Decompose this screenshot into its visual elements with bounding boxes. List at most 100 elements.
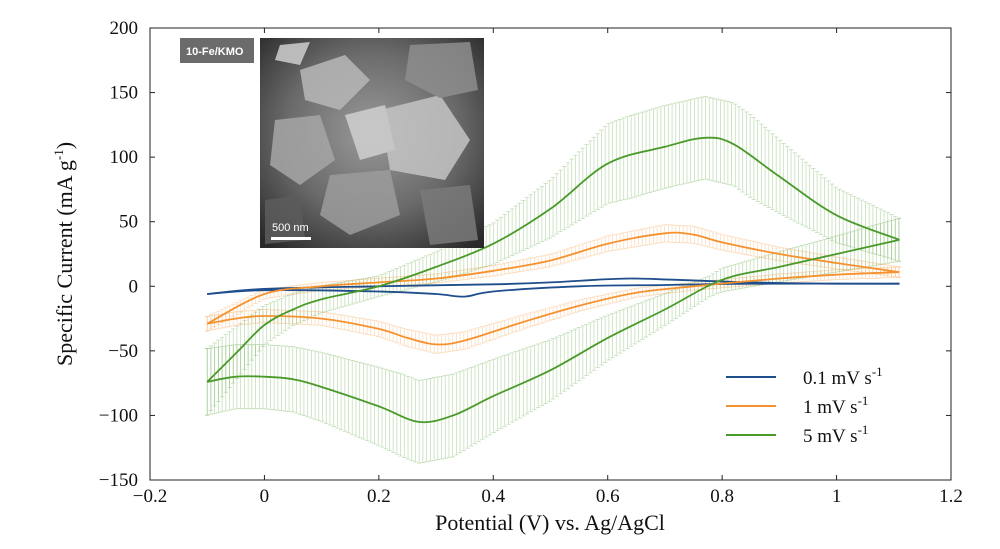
error-bar (640, 111, 645, 196)
error-bar (699, 278, 705, 303)
error-bar (640, 228, 645, 247)
error-bar (506, 211, 511, 258)
error-bar (301, 284, 307, 294)
error-bar (707, 97, 712, 181)
y-tick-label: 200 (110, 18, 139, 39)
x-tick-label: 0.4 (481, 486, 505, 507)
series-2-cathodic (207, 238, 900, 424)
error-bar (420, 379, 426, 463)
error-bar (681, 225, 686, 244)
error-bar (625, 116, 630, 200)
error-bar (673, 224, 678, 243)
error-bar (818, 174, 824, 235)
error-bar (822, 177, 827, 237)
error-bar (710, 97, 716, 182)
error-bar (707, 275, 712, 298)
series-1-anodic (206, 231, 900, 325)
y-axis-title-sup: -1 (51, 149, 66, 160)
error-bar (848, 194, 853, 248)
error-bar (591, 136, 597, 213)
legend-label-1-sup: -1 (858, 393, 869, 408)
plot-frame (149, 27, 952, 481)
error-bar (443, 333, 448, 353)
error-bar (405, 375, 411, 460)
error-bar (677, 225, 682, 243)
y-tick-label: 50 (119, 212, 138, 233)
error-bar (643, 110, 649, 195)
x-tick-label: 1 (832, 486, 842, 507)
error-bar (431, 377, 437, 461)
error-bar (725, 101, 731, 185)
y-tick-label: 100 (110, 147, 139, 168)
error-bar (398, 373, 403, 457)
error-bar (517, 202, 522, 253)
legend-label-0-sup: -1 (872, 364, 883, 379)
error-bar (636, 112, 641, 197)
inset-label-box (180, 38, 254, 63)
series-2-anodic (206, 136, 900, 383)
y-tick-label: 0 (129, 276, 139, 297)
error-bar (424, 378, 429, 463)
error-bar (807, 164, 812, 230)
error-bar (718, 99, 723, 183)
error-bar (599, 129, 604, 208)
legend-label-0: 0.1 mV s-1 (803, 364, 883, 389)
error-bar (402, 374, 407, 458)
error-bar (588, 140, 593, 215)
error-bar (628, 114, 634, 199)
error-bar (614, 120, 619, 202)
error-bar (692, 98, 697, 182)
error-bar (811, 168, 816, 232)
legend-label-1-text: 1 mV s (803, 397, 858, 418)
legend-label-2-sup: -1 (858, 422, 869, 437)
error-bar (803, 161, 809, 228)
error-bar (446, 333, 452, 353)
y-axis-title: Specific Current (mA g-1) (51, 142, 77, 366)
error-bar (866, 203, 872, 253)
error-bar (242, 298, 247, 311)
error-bar (632, 113, 638, 198)
error-bar (814, 171, 820, 234)
y-tick-label: −100 (99, 405, 138, 426)
legend-label-2: 5 mV s-1 (803, 422, 868, 447)
sem-inset: 500 nm 10-Fe/KMO (180, 38, 484, 248)
error-bar (513, 205, 519, 255)
error-bar (632, 230, 638, 248)
error-bar (863, 201, 868, 252)
error-bar (688, 99, 693, 183)
x-tick-label: 1.2 (939, 486, 963, 507)
series-1-cathodic (207, 271, 900, 346)
x-tick-label: −0.2 (133, 486, 167, 507)
error-bar (428, 378, 433, 462)
error-bar (509, 208, 515, 256)
series-0-cathodic (207, 282, 900, 298)
error-bar (617, 118, 623, 202)
error-bar (275, 299, 281, 337)
y-tick-label: 150 (110, 83, 139, 104)
y-axis-title-close: ) (52, 142, 77, 149)
error-bar (234, 302, 240, 315)
x-axis-title: Potential (V) vs. Ag/AgCl (435, 510, 665, 535)
error-bar (271, 300, 277, 339)
error-bar (580, 147, 586, 219)
x-tick-label: 0.8 (710, 486, 734, 507)
error-bar (636, 229, 641, 247)
error-bar (584, 144, 589, 217)
error-bar (297, 284, 303, 294)
inset-label: 10-Fe/KMO (186, 46, 244, 58)
legend-label-0-text: 0.1 mV s (803, 368, 872, 389)
error-bar (409, 377, 414, 461)
error-bar (435, 376, 440, 461)
error-bar (253, 293, 258, 305)
error-bar (721, 100, 727, 184)
error-bar (439, 375, 444, 460)
error-bar (621, 117, 626, 201)
error-bar (521, 200, 526, 251)
error-bar (450, 332, 455, 352)
x-tick-label: 0.6 (596, 486, 620, 507)
error-bar (238, 300, 243, 313)
x-tick-label: 0.2 (367, 486, 391, 507)
legend-label-1: 1 mV s-1 (803, 393, 868, 418)
y-tick-label: −150 (99, 470, 138, 491)
